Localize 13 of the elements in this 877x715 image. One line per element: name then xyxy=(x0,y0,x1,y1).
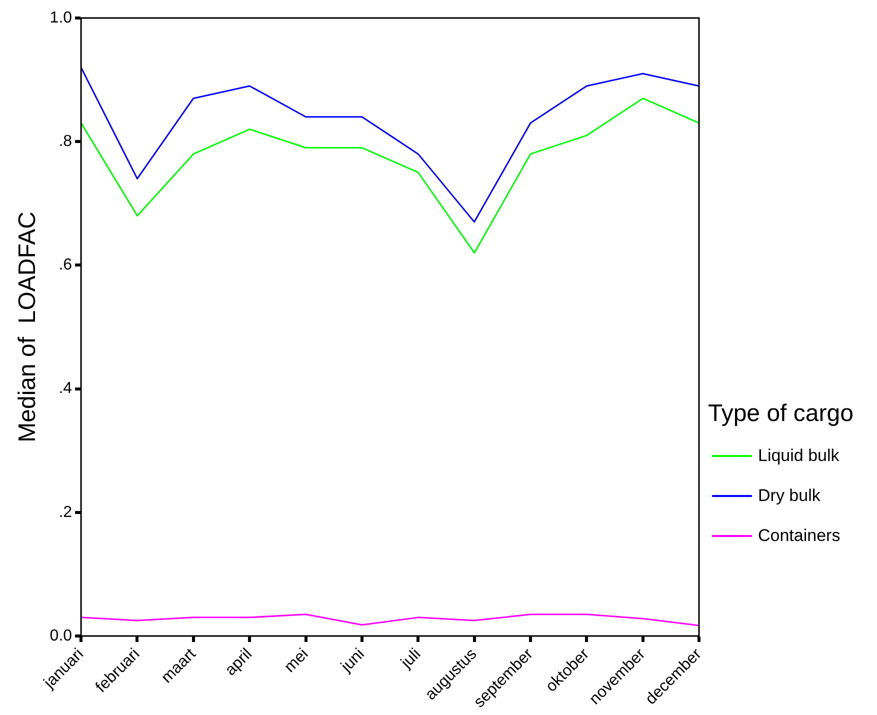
x-tick-label: mei xyxy=(281,646,312,676)
y-tick-label: .6 xyxy=(58,256,72,274)
y-tick-label: .4 xyxy=(58,380,72,398)
y-axis-title: Median of LOADFAC xyxy=(14,212,42,442)
legend-label: Containers xyxy=(758,526,840,546)
y-tick-label: .2 xyxy=(58,504,72,521)
x-tick-label: juli xyxy=(397,646,424,672)
y-tick-label: .8 xyxy=(58,133,72,150)
y-tick-label: 0.0 xyxy=(50,627,72,644)
legend-label: Dry bulk xyxy=(758,486,820,506)
y-tick-label: 1.0 xyxy=(50,9,72,26)
legend-title: Type of cargo xyxy=(708,400,854,428)
legend-label: Liquid bulk xyxy=(758,446,840,466)
